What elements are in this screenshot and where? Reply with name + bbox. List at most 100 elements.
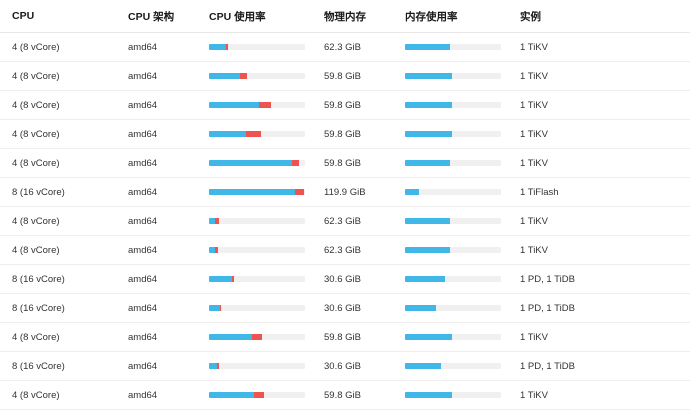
memory-usage-bar — [405, 363, 501, 369]
header-cpu[interactable]: CPU — [12, 10, 35, 22]
memory-usage-cell — [405, 178, 505, 206]
header-cpu-usage[interactable]: CPU 使用率 — [209, 10, 266, 23]
memory-usage-bar — [405, 247, 501, 253]
table-row[interactable]: 4 (8 vCore) amd64 62.3 GiB 1 TiKV — [0, 207, 690, 236]
cpu-usage-fill — [209, 102, 259, 108]
memory-usage-cell — [405, 323, 505, 351]
cpu-usage-extra-fill — [254, 392, 264, 398]
cpu-usage-extra-fill — [214, 218, 219, 224]
table-row[interactable]: 4 (8 vCore) amd64 59.8 GiB 1 TiKV — [0, 381, 690, 410]
cpu-usage-fill — [209, 44, 227, 50]
instances: 1 TiKV — [520, 244, 548, 256]
cpu-cores: 4 (8 vCore) — [12, 99, 60, 111]
memory-usage-bar — [405, 305, 501, 311]
header-instances[interactable]: 实例 — [520, 10, 541, 23]
instances: 1 TiKV — [520, 99, 548, 111]
memory-size: 59.8 GiB — [324, 70, 361, 82]
memory-usage-cell — [405, 120, 505, 148]
cpu-usage-bar — [209, 276, 305, 282]
cpu-arch: amd64 — [128, 389, 158, 401]
cpu-usage-extra-fill — [239, 73, 248, 79]
cpu-usage-bar — [209, 189, 305, 195]
cpu-usage-bar — [209, 363, 305, 369]
memory-usage-bar — [405, 276, 501, 282]
cpu-usage-cell — [209, 207, 309, 235]
table-row[interactable]: 4 (8 vCore) amd64 59.8 GiB 1 TiKV — [0, 149, 690, 178]
cpu-cores: 4 (8 vCore) — [12, 70, 60, 82]
cpu-usage-extra-fill — [291, 160, 300, 166]
memory-size: 59.8 GiB — [324, 99, 361, 111]
memory-size: 59.8 GiB — [324, 331, 361, 343]
table-row[interactable]: 4 (8 vCore) amd64 59.8 GiB 1 TiKV — [0, 323, 690, 352]
memory-usage-bar — [405, 218, 501, 224]
memory-usage-fill — [405, 189, 420, 195]
table-row[interactable]: 4 (8 vCore) amd64 62.3 GiB 1 TiKV — [0, 33, 690, 62]
cpu-usage-extra-fill — [226, 44, 229, 50]
memory-size: 62.3 GiB — [324, 244, 361, 256]
cpu-usage-fill — [209, 247, 215, 253]
table-row[interactable]: 8 (16 vCore) amd64 30.6 GiB 1 PD, 1 TiDB — [0, 352, 690, 381]
table-row[interactable]: 4 (8 vCore) amd64 59.8 GiB 1 TiKV — [0, 91, 690, 120]
memory-usage-cell — [405, 265, 505, 293]
cpu-cores: 4 (8 vCore) — [12, 244, 60, 256]
table-body: 4 (8 vCore) amd64 62.3 GiB 1 TiKV 4 (8 vCore… — [0, 33, 690, 410]
memory-usage-bar — [405, 334, 501, 340]
memory-size: 59.8 GiB — [324, 389, 361, 401]
cpu-cores: 8 (16 vCore) — [12, 302, 65, 314]
cpu-arch: amd64 — [128, 70, 158, 82]
cpu-arch: amd64 — [128, 41, 158, 53]
cpu-usage-bar — [209, 44, 305, 50]
memory-size: 119.9 GiB — [324, 186, 366, 198]
memory-size: 30.6 GiB — [324, 360, 361, 372]
cpu-usage-bar — [209, 131, 305, 137]
memory-size: 30.6 GiB — [324, 302, 361, 314]
header-memory[interactable]: 物理内存 — [324, 10, 366, 23]
instances: 1 PD, 1 TiDB — [520, 302, 575, 314]
cpu-cores: 8 (16 vCore) — [12, 273, 65, 285]
header-memory-usage[interactable]: 内存使用率 — [405, 10, 458, 23]
cpu-usage-fill — [209, 334, 253, 340]
cpu-usage-extra-fill — [258, 102, 272, 108]
cpu-cores: 4 (8 vCore) — [12, 215, 60, 227]
cpu-usage-fill — [209, 363, 217, 369]
memory-usage-fill — [405, 247, 451, 253]
instances: 1 TiFlash — [520, 186, 559, 198]
cpu-usage-extra-fill — [219, 305, 221, 311]
instances: 1 TiKV — [520, 215, 548, 227]
cpu-usage-fill — [209, 73, 240, 79]
cpu-arch: amd64 — [128, 360, 158, 372]
table-row[interactable]: 4 (8 vCore) amd64 62.3 GiB 1 TiKV — [0, 236, 690, 265]
cpu-cores: 4 (8 vCore) — [12, 128, 60, 140]
table-row[interactable]: 4 (8 vCore) amd64 59.8 GiB 1 TiKV — [0, 62, 690, 91]
table-row[interactable]: 8 (16 vCore) amd64 30.6 GiB 1 PD, 1 TiDB — [0, 265, 690, 294]
memory-usage-fill — [405, 305, 436, 311]
cpu-usage-bar — [209, 247, 305, 253]
instances: 1 TiKV — [520, 331, 548, 343]
memory-usage-cell — [405, 294, 505, 322]
memory-usage-fill — [405, 276, 446, 282]
memory-usage-fill — [405, 334, 453, 340]
memory-usage-cell — [405, 352, 505, 380]
cpu-usage-bar — [209, 334, 305, 340]
header-cpu-arch[interactable]: CPU 架构 — [128, 10, 175, 23]
cpu-cores: 8 (16 vCore) — [12, 186, 65, 198]
cpu-usage-fill — [209, 305, 220, 311]
memory-size: 30.6 GiB — [324, 273, 361, 285]
cpu-cores: 4 (8 vCore) — [12, 157, 60, 169]
cpu-usage-fill — [209, 218, 215, 224]
cpu-arch: amd64 — [128, 99, 158, 111]
instances: 1 TiKV — [520, 157, 548, 169]
cpu-usage-cell — [209, 178, 309, 206]
table-row[interactable]: 4 (8 vCore) amd64 59.8 GiB 1 TiKV — [0, 120, 690, 149]
table-row[interactable]: 8 (16 vCore) amd64 30.6 GiB 1 PD, 1 TiDB — [0, 294, 690, 323]
memory-size: 59.8 GiB — [324, 157, 361, 169]
cpu-usage-fill — [209, 392, 255, 398]
memory-size: 62.3 GiB — [324, 41, 361, 53]
memory-usage-bar — [405, 392, 501, 398]
instances: 1 TiKV — [520, 41, 548, 53]
cpu-usage-bar — [209, 73, 305, 79]
table-row[interactable]: 8 (16 vCore) amd64 119.9 GiB 1 TiFlash — [0, 178, 690, 207]
instances: 1 TiKV — [520, 70, 548, 82]
cpu-arch: amd64 — [128, 215, 158, 227]
